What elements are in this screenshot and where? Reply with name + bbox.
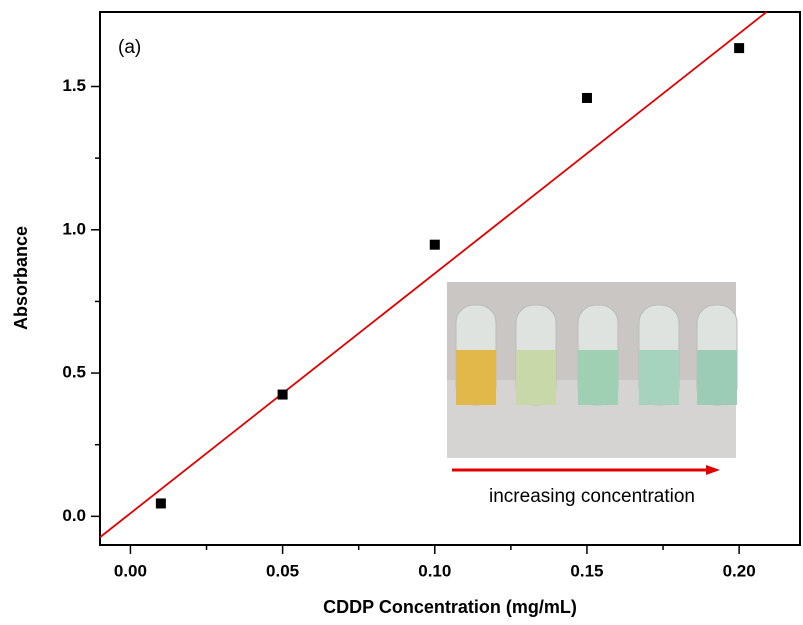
y-tick-label: 0.0 <box>62 506 86 525</box>
panel-label: (a) <box>118 37 141 58</box>
data-point <box>734 43 745 54</box>
data-point <box>277 389 288 400</box>
x-axis-label: CDDP Concentration (mg/mL) <box>323 597 577 617</box>
arrow-head <box>706 465 720 475</box>
y-tick-label: 0.5 <box>62 363 86 382</box>
x-tick-label: 0.15 <box>570 561 603 580</box>
data-point <box>155 498 166 509</box>
inset-caption: increasing concentration <box>489 486 695 507</box>
y-tick-label: 1.5 <box>62 76 86 95</box>
x-tick-label: 0.00 <box>114 561 147 580</box>
y-axis-label: Absorbance <box>11 226 31 330</box>
plot-frame <box>99 11 801 546</box>
inset-photo <box>447 282 738 458</box>
data-point <box>581 92 592 103</box>
y-tick-label: 1.0 <box>62 219 86 238</box>
data-point <box>429 239 440 250</box>
x-tick-label: 0.20 <box>723 561 756 580</box>
x-tick-label: 0.05 <box>266 561 299 580</box>
x-tick-label: 0.10 <box>418 561 451 580</box>
fit-line <box>99 11 768 538</box>
